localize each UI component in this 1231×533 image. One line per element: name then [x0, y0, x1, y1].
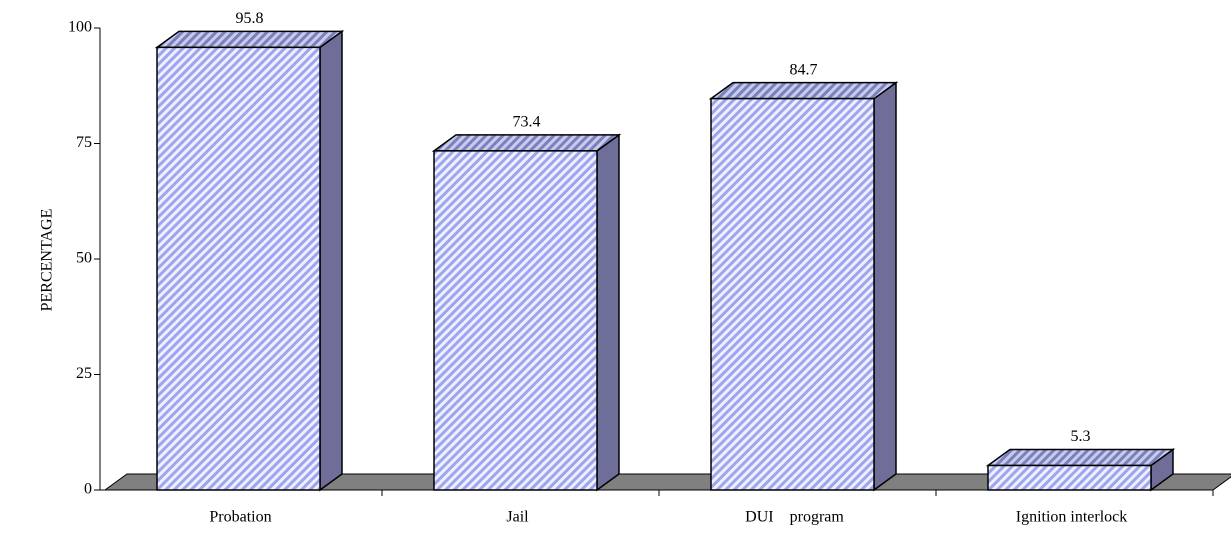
- x-tick-label: Jail: [506, 509, 529, 526]
- bar-side: [873, 81, 897, 492]
- bar-front: [987, 464, 1152, 491]
- bar-top: [985, 448, 1176, 467]
- bar-side: [319, 29, 343, 492]
- y-tick-label: 75: [76, 134, 92, 151]
- bar-top: [431, 134, 622, 152]
- x-tick-label: Ignition interlock: [1016, 509, 1128, 526]
- bar-front: [156, 46, 321, 491]
- value-label: 73.4: [513, 114, 541, 131]
- bar-side: [596, 133, 620, 492]
- y-tick-label: 100: [68, 19, 92, 36]
- bar-front: [710, 97, 875, 491]
- bar-top: [154, 30, 345, 49]
- bar-front: [433, 150, 598, 491]
- x-tick-label: DUI program: [745, 509, 844, 526]
- x-tick-label: Probation: [209, 509, 271, 526]
- bar: [154, 29, 345, 492]
- y-axis-label: PERCENTAGE: [39, 209, 56, 312]
- value-label: 84.7: [790, 61, 818, 78]
- y-tick-label: 0: [84, 481, 92, 498]
- bar: [431, 133, 622, 492]
- value-label: 95.8: [236, 10, 264, 27]
- bar-top: [708, 81, 899, 100]
- bar: [985, 448, 1176, 492]
- y-tick-label: 50: [76, 250, 92, 267]
- bar: [708, 81, 899, 492]
- value-label: 5.3: [1071, 428, 1091, 445]
- y-tick-label: 25: [76, 365, 92, 382]
